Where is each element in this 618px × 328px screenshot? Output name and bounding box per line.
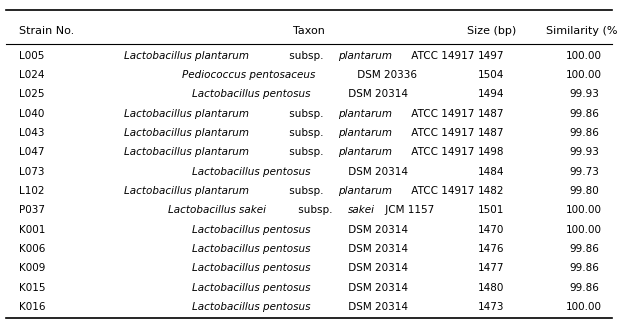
Text: 99.86: 99.86 xyxy=(569,128,599,138)
Text: Lactobacillus plantarum: Lactobacillus plantarum xyxy=(124,109,250,118)
Text: Lactobacillus pentosus: Lactobacillus pentosus xyxy=(192,167,310,176)
Text: Strain No.: Strain No. xyxy=(19,26,74,36)
Text: ATCC 14917: ATCC 14917 xyxy=(408,109,475,118)
Text: 1487: 1487 xyxy=(478,128,504,138)
Text: Lactobacillus plantarum: Lactobacillus plantarum xyxy=(124,186,250,196)
Text: Taxon: Taxon xyxy=(293,26,325,36)
Text: 1501: 1501 xyxy=(478,205,504,215)
Text: 99.93: 99.93 xyxy=(569,89,599,99)
Text: 1497: 1497 xyxy=(478,51,504,61)
Text: Pediococcus pentosaceus: Pediococcus pentosaceus xyxy=(182,70,316,80)
Text: plantarum: plantarum xyxy=(338,109,392,118)
Text: 99.86: 99.86 xyxy=(569,109,599,118)
Text: DSM 20336: DSM 20336 xyxy=(354,70,417,80)
Text: Lactobacillus plantarum: Lactobacillus plantarum xyxy=(124,147,250,157)
Text: 99.73: 99.73 xyxy=(569,167,599,176)
Text: DSM 20314: DSM 20314 xyxy=(345,282,408,293)
Text: Lactobacillus pentosus: Lactobacillus pentosus xyxy=(192,263,310,273)
Text: 1470: 1470 xyxy=(478,225,504,235)
Text: K015: K015 xyxy=(19,282,45,293)
Text: 99.80: 99.80 xyxy=(569,186,599,196)
Text: L024: L024 xyxy=(19,70,44,80)
Text: Lactobacillus pentosus: Lactobacillus pentosus xyxy=(192,89,310,99)
Text: L047: L047 xyxy=(19,147,44,157)
Text: K006: K006 xyxy=(19,244,45,254)
Text: plantarum: plantarum xyxy=(338,128,392,138)
Text: Lactobacillus plantarum: Lactobacillus plantarum xyxy=(124,128,250,138)
Text: DSM 20314: DSM 20314 xyxy=(345,225,408,235)
Text: 100.00: 100.00 xyxy=(566,70,602,80)
Text: L102: L102 xyxy=(19,186,44,196)
Text: plantarum: plantarum xyxy=(338,147,392,157)
Text: Lactobacillus pentosus: Lactobacillus pentosus xyxy=(192,244,310,254)
Text: subsp.: subsp. xyxy=(286,147,326,157)
Text: 99.86: 99.86 xyxy=(569,282,599,293)
Text: 1487: 1487 xyxy=(478,109,504,118)
Text: 1473: 1473 xyxy=(478,302,504,312)
Text: DSM 20314: DSM 20314 xyxy=(345,167,408,176)
Text: ATCC 14917: ATCC 14917 xyxy=(408,147,475,157)
Text: 99.86: 99.86 xyxy=(569,263,599,273)
Text: 1494: 1494 xyxy=(478,89,504,99)
Text: 1498: 1498 xyxy=(478,147,504,157)
Text: DSM 20314: DSM 20314 xyxy=(345,302,408,312)
Text: DSM 20314: DSM 20314 xyxy=(345,244,408,254)
Text: 1484: 1484 xyxy=(478,167,504,176)
Text: K001: K001 xyxy=(19,225,45,235)
Text: 100.00: 100.00 xyxy=(566,302,602,312)
Text: ATCC 14917: ATCC 14917 xyxy=(408,186,475,196)
Text: 1482: 1482 xyxy=(478,186,504,196)
Text: L043: L043 xyxy=(19,128,44,138)
Text: subsp.: subsp. xyxy=(286,186,326,196)
Text: plantarum: plantarum xyxy=(338,186,392,196)
Text: 99.86: 99.86 xyxy=(569,244,599,254)
Text: L073: L073 xyxy=(19,167,44,176)
Text: Similarity (%): Similarity (%) xyxy=(546,26,618,36)
Text: L025: L025 xyxy=(19,89,44,99)
Text: Lactobacillus pentosus: Lactobacillus pentosus xyxy=(192,282,310,293)
Text: 100.00: 100.00 xyxy=(566,51,602,61)
Text: subsp.: subsp. xyxy=(286,128,326,138)
Text: Lactobacillus pentosus: Lactobacillus pentosus xyxy=(192,302,310,312)
Text: Lactobacillus pentosus: Lactobacillus pentosus xyxy=(192,225,310,235)
Text: ATCC 14917: ATCC 14917 xyxy=(408,128,475,138)
Text: L005: L005 xyxy=(19,51,44,61)
Text: 1504: 1504 xyxy=(478,70,504,80)
Text: Lactobacillus plantarum: Lactobacillus plantarum xyxy=(124,51,250,61)
Text: K016: K016 xyxy=(19,302,45,312)
Text: ATCC 14917: ATCC 14917 xyxy=(408,51,475,61)
Text: 1477: 1477 xyxy=(478,263,504,273)
Text: Lactobacillus sakei: Lactobacillus sakei xyxy=(168,205,266,215)
Text: plantarum: plantarum xyxy=(338,51,392,61)
Text: K009: K009 xyxy=(19,263,45,273)
Text: 99.93: 99.93 xyxy=(569,147,599,157)
Text: DSM 20314: DSM 20314 xyxy=(345,263,408,273)
Text: subsp.: subsp. xyxy=(286,109,326,118)
Text: sakei: sakei xyxy=(347,205,375,215)
Text: JCM 1157: JCM 1157 xyxy=(382,205,434,215)
Text: 100.00: 100.00 xyxy=(566,205,602,215)
Text: 1480: 1480 xyxy=(478,282,504,293)
Text: subsp.: subsp. xyxy=(295,205,336,215)
Text: 1476: 1476 xyxy=(478,244,504,254)
Text: subsp.: subsp. xyxy=(286,51,326,61)
Text: P037: P037 xyxy=(19,205,44,215)
Text: Size (bp): Size (bp) xyxy=(467,26,516,36)
Text: DSM 20314: DSM 20314 xyxy=(345,89,408,99)
Text: 100.00: 100.00 xyxy=(566,225,602,235)
Text: L040: L040 xyxy=(19,109,44,118)
